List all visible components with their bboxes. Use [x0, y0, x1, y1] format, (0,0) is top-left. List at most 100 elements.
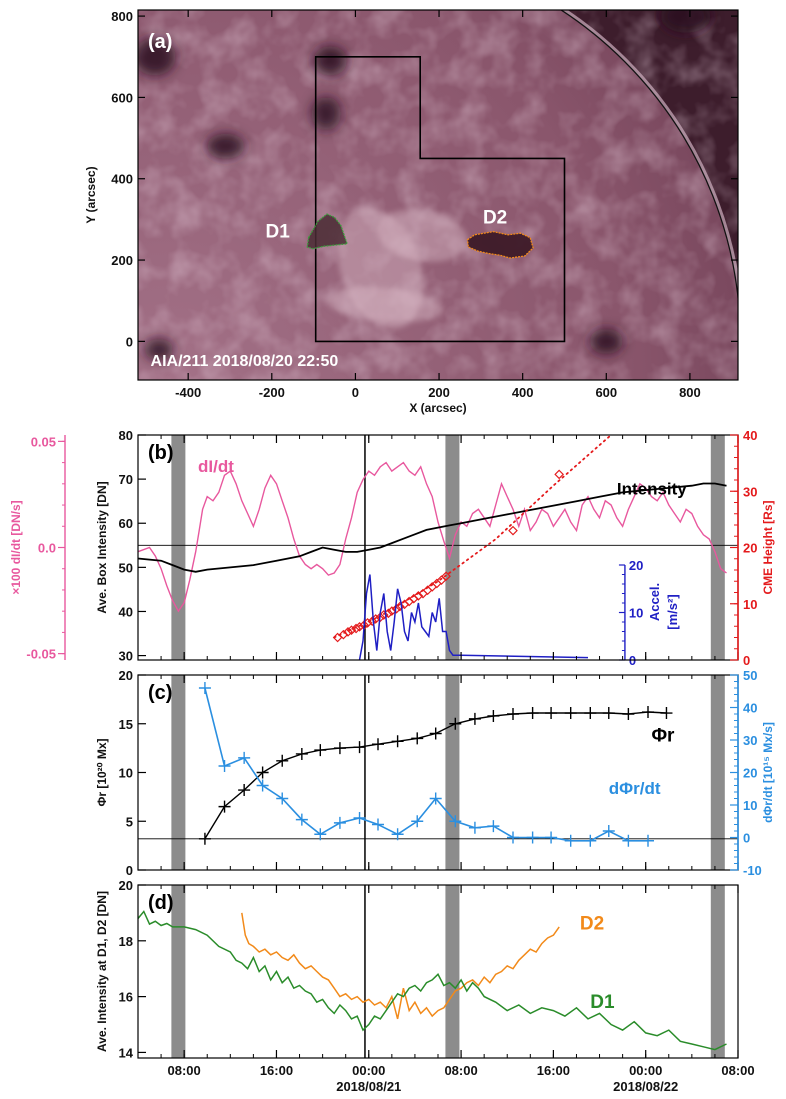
phi-point [391, 735, 404, 748]
dphi-point [564, 834, 577, 847]
data-gap [171, 435, 186, 660]
dphi-tick-label: 40 [743, 701, 757, 716]
dphi-tick-label: 10 [743, 798, 757, 813]
dphi-point [333, 816, 346, 829]
y-tick-label: 5 [126, 814, 133, 829]
cme-tick-label: 40 [743, 428, 757, 443]
dphi-line [204, 687, 648, 842]
data-gap [171, 675, 186, 870]
intensity-series-label: Intensity [617, 480, 687, 499]
phi-point [564, 707, 577, 720]
phi-point [642, 706, 654, 719]
didt-tick-label: -0.05 [26, 647, 56, 662]
panel-d-ylabel: Ave. Intensity at D1, D2 [DN] [95, 891, 109, 1052]
phi-point [622, 708, 635, 720]
dphi-point [487, 820, 500, 833]
panel-c-label: (c) [148, 682, 172, 704]
dphi-point [642, 834, 654, 847]
didt-tick-label: 0.05 [31, 434, 56, 449]
dphi-tick-label: 50 [743, 668, 757, 683]
y-tick-label: 50 [119, 560, 133, 575]
phi-point [256, 766, 269, 779]
dphi-point [198, 682, 211, 694]
panel-b-label: (b) [148, 442, 174, 464]
dphi-point [429, 792, 442, 805]
panel-b-series [137, 434, 738, 661]
phi-point [333, 742, 346, 755]
phi-series-label: Φr [651, 725, 675, 746]
bright-loops [326, 207, 468, 329]
d1-line [137, 910, 727, 1051]
cme-tick-label: 10 [743, 597, 757, 612]
x-tick-label: 600 [595, 385, 617, 400]
y-tick-label: 60 [119, 516, 133, 531]
cme-height-point [351, 623, 361, 634]
dphi-point [353, 812, 366, 824]
dphi-point [545, 831, 558, 844]
didt-axis-label: ×100 dI/dt [DN/s] [9, 500, 23, 594]
dphi-tick-label: 30 [743, 733, 757, 748]
data-gap [710, 675, 725, 870]
accel-tick-label: 10 [629, 606, 643, 621]
dphi-point [622, 834, 635, 847]
y-tick-label: 0 [126, 334, 133, 349]
dphi-point [411, 815, 424, 828]
panel-c-ylabel: Φr [10²⁰ Mx] [95, 738, 109, 806]
bright-loop-1 [376, 209, 468, 262]
cme-height-axis: 0 10 20 30 40 [730, 428, 757, 668]
phi-point [429, 727, 442, 740]
cme-tick-label: 20 [743, 541, 757, 556]
accel-line [358, 574, 589, 661]
y-tick-label: 18 [119, 934, 133, 949]
dphi-tick-label: -10 [743, 863, 762, 878]
panel-a-ticks: -400 -200 0 200 400 600 800 0 200 400 600 800 [111, 9, 738, 400]
phi-point [468, 712, 481, 725]
data-gap [710, 435, 725, 660]
dphi-point [449, 815, 462, 828]
panel-b-data-gaps [171, 435, 725, 660]
cme-height-point [391, 603, 402, 614]
dphi-point [584, 834, 597, 847]
panel-d-frame [137, 884, 739, 1059]
phi-point [218, 800, 231, 813]
dphi-point [218, 760, 231, 772]
cme-height-point [441, 571, 451, 582]
panel-a-xlabel: X (arcsec) [409, 401, 466, 415]
data-gap [710, 885, 725, 1058]
phi-point [238, 784, 251, 797]
y-tick-label: 30 [119, 649, 133, 664]
time-tick-label: 08:00 [721, 1063, 754, 1078]
d2-series-label: D2 [580, 914, 604, 935]
panel-c-series [138, 675, 738, 870]
data-gap [445, 675, 460, 870]
phi-point [507, 708, 519, 720]
time-tick-label: 00:00 [629, 1063, 662, 1078]
data-gap [171, 885, 186, 1058]
y-tick-label: 200 [111, 253, 133, 268]
dphi-point [314, 828, 327, 841]
y-tick-label: 80 [119, 428, 133, 443]
phi-point [526, 707, 539, 720]
y-tick-label: 70 [119, 472, 133, 487]
phi-point [487, 709, 500, 722]
x-tick-label: 400 [512, 385, 534, 400]
x-tick-label: -200 [259, 385, 285, 400]
dphi-tick-label: 20 [743, 766, 757, 781]
coronal-hole-5 [144, 339, 174, 360]
accel-axis-unit: [m/s²] [665, 594, 680, 629]
dphi-point [602, 825, 615, 837]
didt-tick-label: 0.0 [38, 541, 56, 556]
bright-loop-2 [326, 287, 444, 323]
cme-height-point [431, 578, 442, 589]
cme-height-point [554, 469, 565, 480]
x-tick-label: 0 [352, 385, 359, 400]
coronal-hole-3 [311, 96, 341, 131]
coronal-hole-6 [660, 10, 711, 33]
panel-b-ylabel: Ave. Box Intensity [DN] [95, 481, 109, 613]
dphi-point [468, 821, 481, 834]
panel-c-ticks: 0 5 10 15 20 [119, 668, 739, 878]
cme-height-axis-label: CME Height [Rs] [761, 501, 775, 595]
panel-b-chart: 0 10 20 30 40 50 60 70 80 -0.05 0.0 0.05 0 10 20 30 4… [9, 428, 775, 668]
